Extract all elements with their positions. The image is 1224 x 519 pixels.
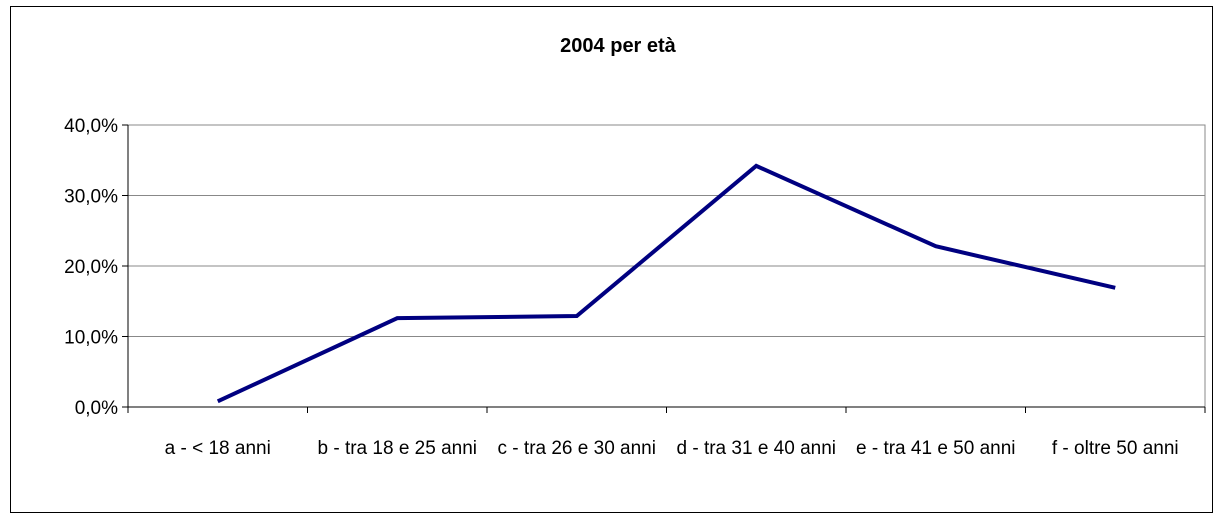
data-line [216, 163, 1116, 404]
y-tick-label: 30,0% [64, 187, 118, 208]
x-tick-label: d - tra 31 e 40 anni [677, 438, 837, 459]
chart-border [10, 6, 1213, 513]
x-tick-label: c - tra 26 e 30 anni [498, 438, 656, 459]
y-tick-label: 10,0% [64, 328, 118, 349]
x-tick-label: f - oltre 50 anni [1052, 438, 1179, 459]
y-tick-label: 0,0% [75, 398, 118, 419]
y-tick-label: 20,0% [64, 257, 118, 278]
chart-title: 2004 per età [560, 35, 677, 57]
x-tick-label: a - < 18 anni [165, 438, 271, 459]
x-tick-label: b - tra 18 e 25 anni [318, 438, 478, 459]
y-tick-label: 40,0% [64, 116, 118, 137]
x-tick-label: e - tra 41 e 50 anni [856, 438, 1016, 459]
